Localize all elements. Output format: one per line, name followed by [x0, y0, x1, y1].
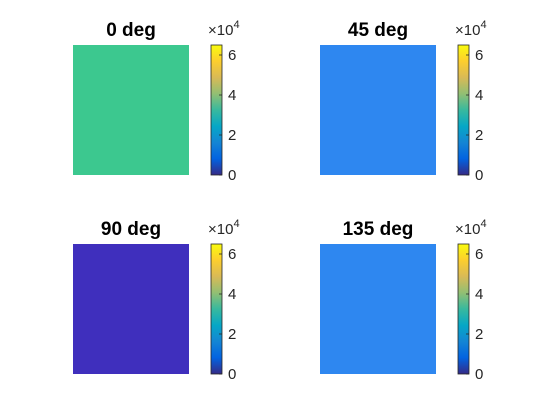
colorbar-tick-label: 2 — [228, 127, 236, 144]
colorbar-tick-label: 6 — [228, 246, 236, 263]
colorbar-exponent: ×104 — [208, 218, 240, 238]
colorbar-exponent: ×104 — [208, 19, 240, 39]
exponent-base: ×10 — [208, 22, 233, 39]
colorbar-tick-label: 6 — [228, 47, 236, 64]
colorbar-tick-label: 4 — [475, 286, 483, 303]
panel-title: 45 deg — [348, 20, 408, 41]
colorbar-tick-label: 0 — [228, 167, 236, 184]
colorbar-exponent: ×104 — [455, 218, 487, 238]
colorbar-tick-label: 6 — [475, 246, 483, 263]
colorbar-gradient — [210, 44, 223, 176]
colorbar-gradient — [210, 243, 223, 375]
colorbar-tick-label: 4 — [228, 87, 236, 104]
colorbar-tick-label: 4 — [475, 87, 483, 104]
exponent-power: 4 — [233, 218, 239, 230]
image-cell — [320, 244, 436, 374]
exponent-base: ×10 — [208, 221, 233, 238]
exponent-base: ×10 — [455, 221, 480, 238]
colorbar-tick-label: 2 — [475, 326, 483, 343]
colorbar-gradient — [457, 44, 470, 176]
exponent-power: 4 — [480, 19, 486, 31]
image-cell — [320, 45, 436, 175]
colorbar-tick-label: 2 — [228, 326, 236, 343]
colorbar-gradient — [457, 243, 470, 375]
image-cell — [73, 45, 189, 175]
colorbar-tick-label: 2 — [475, 127, 483, 144]
image-cell — [73, 244, 189, 374]
colorbar-tick-label: 0 — [475, 366, 483, 383]
colorbar-tick-label: 4 — [228, 286, 236, 303]
panel-title: 135 deg — [343, 219, 414, 240]
panel-title: 90 deg — [101, 219, 161, 240]
colorbar-tick-label: 0 — [475, 167, 483, 184]
colorbar-tick-label: 6 — [475, 47, 483, 64]
panel-title: 0 deg — [106, 20, 156, 41]
exponent-power: 4 — [480, 218, 486, 230]
colorbar-tick-label: 0 — [228, 366, 236, 383]
exponent-base: ×10 — [455, 22, 480, 39]
colorbar-exponent: ×104 — [455, 19, 487, 39]
exponent-power: 4 — [233, 19, 239, 31]
